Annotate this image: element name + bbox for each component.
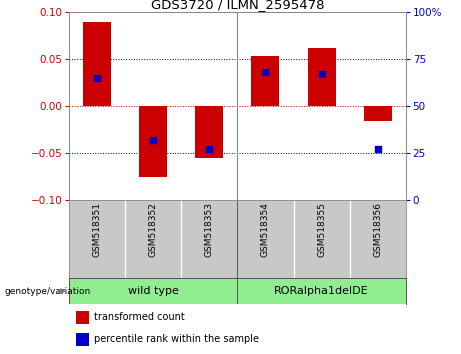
- Bar: [83, 22, 111, 106]
- Point: [94, 75, 101, 81]
- Bar: [251, 57, 279, 106]
- Bar: [76, 311, 89, 324]
- Text: wild type: wild type: [128, 286, 179, 296]
- Text: GSM518352: GSM518352: [149, 202, 158, 257]
- Bar: [195, 106, 224, 158]
- Text: GSM518355: GSM518355: [317, 202, 326, 257]
- Point: [149, 137, 157, 143]
- Bar: [307, 48, 336, 106]
- Text: GSM518356: GSM518356: [373, 202, 382, 257]
- Title: GDS3720 / ILMN_2595478: GDS3720 / ILMN_2595478: [151, 0, 324, 11]
- Text: percentile rank within the sample: percentile rank within the sample: [95, 335, 260, 344]
- Bar: [139, 106, 167, 177]
- Point: [206, 147, 213, 152]
- Text: genotype/variation: genotype/variation: [5, 287, 91, 296]
- Point: [318, 72, 325, 77]
- Text: GSM518354: GSM518354: [261, 202, 270, 257]
- Text: GSM518351: GSM518351: [93, 202, 102, 257]
- Bar: [69, 278, 237, 304]
- Bar: [237, 278, 406, 304]
- Point: [374, 147, 381, 152]
- Bar: [76, 333, 89, 346]
- Text: GSM518353: GSM518353: [205, 202, 214, 257]
- Point: [262, 70, 269, 75]
- Bar: [364, 106, 392, 121]
- Text: RORalpha1delDE: RORalpha1delDE: [274, 286, 369, 296]
- Text: transformed count: transformed count: [95, 312, 185, 322]
